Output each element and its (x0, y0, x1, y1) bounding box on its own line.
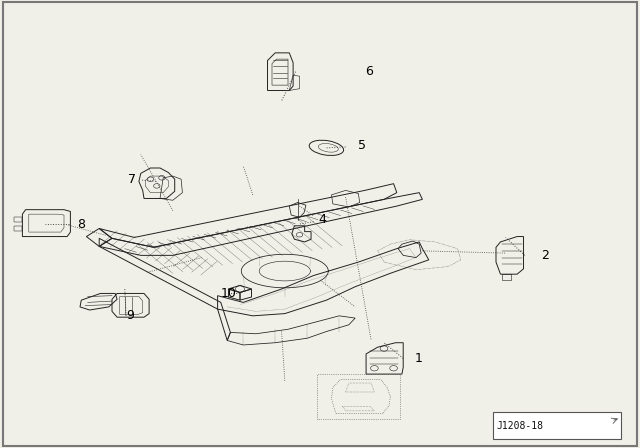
Bar (317, 374, 400, 419)
Bar (493, 412, 621, 439)
Text: 5: 5 (358, 139, 367, 152)
Text: J1208-18: J1208-18 (496, 421, 543, 431)
Text: 8: 8 (77, 217, 84, 231)
Text: 7: 7 (128, 172, 136, 186)
Text: 10: 10 (221, 287, 237, 300)
Text: 6: 6 (365, 65, 372, 78)
Text: 2: 2 (541, 249, 548, 262)
Text: 4: 4 (319, 213, 326, 226)
Text: 1: 1 (415, 352, 422, 365)
Text: 9: 9 (126, 309, 134, 323)
